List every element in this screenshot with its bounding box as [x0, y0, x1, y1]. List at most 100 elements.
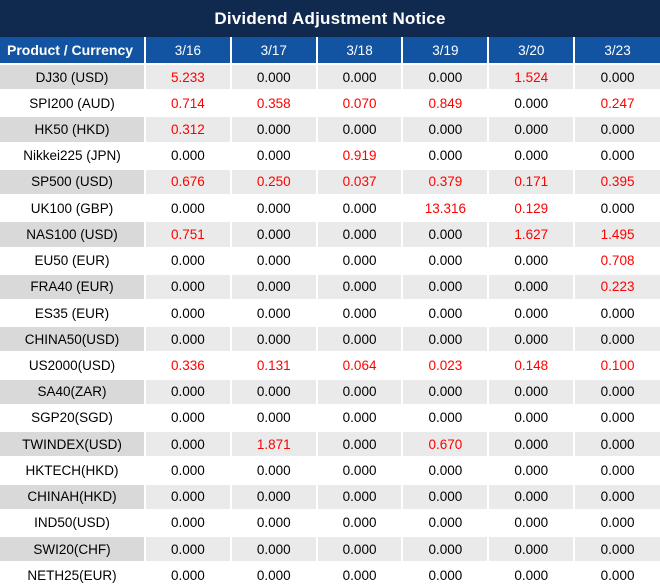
value-cell: 0.000 — [487, 115, 575, 143]
value-cell: 0.000 — [229, 377, 317, 405]
value-cell: 0.000 — [229, 115, 317, 143]
value-cell: 0.000 — [573, 298, 660, 327]
value-cell: 0.000 — [315, 377, 403, 405]
value-cell: 0.000 — [315, 62, 403, 91]
value-cell: 0.000 — [487, 377, 575, 405]
value-cell: 0.000 — [401, 62, 489, 91]
value-cell: 0.000 — [229, 508, 317, 536]
value-cell: 0.000 — [315, 430, 403, 458]
value-cell: 0.676 — [144, 167, 231, 196]
value-cell: 0.000 — [401, 220, 489, 248]
value-cell: 0.000 — [229, 246, 317, 274]
value-cell: 0.000 — [573, 325, 660, 353]
value-cell: 0.000 — [573, 194, 660, 222]
value-cell: 0.336 — [144, 351, 231, 379]
value-cell: 0.000 — [487, 561, 575, 587]
value-cell: 0.000 — [487, 272, 575, 300]
value-cell: 0.000 — [401, 246, 489, 274]
value-cell: 0.000 — [315, 220, 403, 248]
value-cell: 0.000 — [573, 403, 660, 432]
value-cell: 0.171 — [487, 167, 575, 196]
table-row: NETH25(EUR) 0.000 0.000 0.000 0.000 0.00… — [0, 561, 660, 587]
table-row: SA40(ZAR) 0.000 0.000 0.000 0.000 0.000 … — [0, 377, 660, 405]
value-cell: 0.000 — [229, 456, 317, 484]
value-cell: 0.000 — [144, 194, 231, 222]
product-cell: IND50(USD) — [0, 508, 145, 536]
value-cell: 0.000 — [401, 298, 489, 327]
header-row: Product / Currency 3/16 3/17 3/18 3/19 3… — [0, 37, 660, 64]
table-row: SGP20(SGD) 0.000 0.000 0.000 0.000 0.000… — [0, 403, 660, 432]
value-cell: 0.000 — [144, 377, 231, 405]
value-cell: 0.000 — [573, 141, 660, 169]
value-cell: 0.000 — [229, 298, 317, 327]
table-row: IND50(USD) 0.000 0.000 0.000 0.000 0.000… — [0, 508, 660, 536]
value-cell: 0.751 — [144, 220, 231, 248]
value-cell: 13.316 — [401, 194, 489, 222]
column-header-date-1: 3/16 — [144, 37, 231, 64]
value-cell: 0.250 — [229, 167, 317, 196]
value-cell: 0.379 — [401, 167, 489, 196]
value-cell: 0.000 — [401, 403, 489, 432]
value-cell: 0.000 — [144, 141, 231, 169]
table-row: ES35 (EUR) 0.000 0.000 0.000 0.000 0.000… — [0, 298, 660, 327]
value-cell: 0.000 — [144, 272, 231, 300]
table-row: DJ30 (USD) 5.233 0.000 0.000 0.000 1.524… — [0, 62, 660, 91]
value-cell: 0.000 — [487, 246, 575, 274]
value-cell: 1.871 — [229, 430, 317, 458]
value-cell: 0.000 — [315, 272, 403, 300]
product-cell: US2000(USD) — [0, 351, 145, 379]
value-cell: 0.000 — [229, 482, 317, 510]
value-cell: 0.100 — [573, 351, 660, 379]
value-cell: 0.000 — [487, 430, 575, 458]
product-cell: DJ30 (USD) — [0, 62, 145, 91]
table-row: CHINA50(USD) 0.000 0.000 0.000 0.000 0.0… — [0, 325, 660, 353]
value-cell: 0.000 — [315, 298, 403, 327]
value-cell: 0.919 — [315, 141, 403, 169]
value-cell: 0.000 — [229, 141, 317, 169]
value-cell: 0.000 — [573, 456, 660, 484]
product-cell: NAS100 (USD) — [0, 220, 145, 248]
value-cell: 0.000 — [573, 377, 660, 405]
value-cell: 0.000 — [229, 561, 317, 587]
product-cell: UK100 (GBP) — [0, 194, 145, 222]
column-header-date-2: 3/17 — [229, 37, 317, 64]
product-cell: EU50 (EUR) — [0, 246, 145, 274]
table-row: UK100 (GBP) 0.000 0.000 0.000 13.316 0.1… — [0, 194, 660, 222]
value-cell: 0.000 — [401, 508, 489, 536]
value-cell: 0.037 — [315, 167, 403, 196]
value-cell: 0.000 — [144, 482, 231, 510]
value-cell: 0.000 — [401, 534, 489, 563]
value-cell: 0.023 — [401, 351, 489, 379]
table-header: Product / Currency 3/16 3/17 3/18 3/19 3… — [0, 37, 660, 64]
page-title: Dividend Adjustment Notice — [214, 8, 446, 28]
table-row: CHINAH(HKD) 0.000 0.000 0.000 0.000 0.00… — [0, 482, 660, 510]
value-cell: 0.000 — [144, 534, 231, 563]
dividend-table: Product / Currency 3/16 3/17 3/18 3/19 3… — [0, 37, 660, 587]
value-cell: 0.000 — [573, 62, 660, 91]
table-row: Nikkei225 (JPN) 0.000 0.000 0.919 0.000 … — [0, 141, 660, 169]
table-row: SP500 (USD) 0.676 0.250 0.037 0.379 0.17… — [0, 167, 660, 196]
value-cell: 0.000 — [229, 534, 317, 563]
table-row: HKTECH(HKD) 0.000 0.000 0.000 0.000 0.00… — [0, 456, 660, 484]
value-cell: 0.000 — [573, 534, 660, 563]
table-body: DJ30 (USD) 5.233 0.000 0.000 0.000 1.524… — [0, 62, 660, 587]
value-cell: 0.000 — [315, 325, 403, 353]
value-cell: 0.000 — [315, 508, 403, 536]
value-cell: 0.000 — [487, 508, 575, 536]
column-header-date-4: 3/19 — [401, 37, 489, 64]
value-cell: 0.000 — [401, 456, 489, 484]
column-header-date-5: 3/20 — [487, 37, 575, 64]
product-cell: SWI20(CHF) — [0, 534, 145, 563]
table-row: SPI200 (AUD) 0.714 0.358 0.070 0.849 0.0… — [0, 89, 660, 117]
value-cell: 0.000 — [487, 482, 575, 510]
value-cell: 0.000 — [487, 456, 575, 484]
value-cell: 0.000 — [315, 403, 403, 432]
value-cell: 0.129 — [487, 194, 575, 222]
value-cell: 0.000 — [315, 534, 403, 563]
product-cell: CHINA50(USD) — [0, 325, 145, 353]
value-cell: 0.000 — [573, 430, 660, 458]
value-cell: 0.000 — [401, 141, 489, 169]
value-cell: 5.233 — [144, 62, 231, 91]
value-cell: 0.000 — [573, 561, 660, 587]
value-cell: 0.223 — [573, 272, 660, 300]
